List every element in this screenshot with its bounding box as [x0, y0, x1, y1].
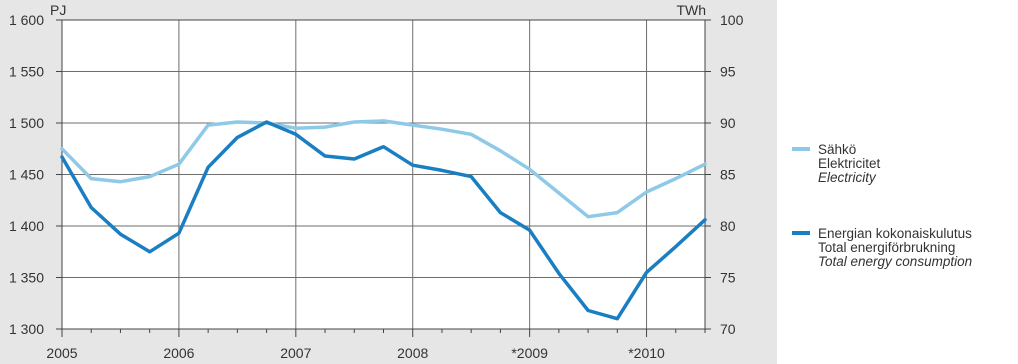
left-tick-label: 1 450 [9, 167, 44, 183]
left-tick-label: 1 300 [9, 321, 44, 337]
right-tick-label: 85 [720, 167, 736, 183]
plot-frame [61, 19, 706, 330]
left-tick-label: 1 400 [9, 218, 44, 234]
right-axis-unit: TWh [676, 2, 706, 18]
x-tick-label: 2006 [163, 345, 194, 361]
right-tick-label: 90 [720, 115, 736, 131]
legend-label-en: Electricity [818, 170, 877, 185]
x-tick-label: 2007 [280, 345, 311, 361]
x-tick-label: *2010 [628, 345, 665, 361]
left-tick-label: 1 550 [9, 64, 44, 80]
right-tick-label: 70 [720, 321, 736, 337]
axes [56, 19, 711, 337]
series-line-total-energy [60, 120, 707, 321]
legend-label-fi: Energian kokonaiskulutus [818, 226, 972, 241]
right-tick-label: 80 [720, 218, 736, 234]
series-line-electricity [60, 119, 707, 219]
legend-label-fi: Sähkö [818, 142, 856, 157]
legend-label-sv: Elektricitet [818, 156, 881, 171]
right-tick-label: 100 [720, 12, 744, 28]
x-tick-label: 2008 [397, 345, 428, 361]
left-tick-label: 1 500 [9, 115, 44, 131]
right-tick-label: 75 [720, 270, 736, 286]
series-lines [60, 119, 707, 321]
x-tick-label: *2009 [511, 345, 548, 361]
axis-labels: 1 300 1 350 1 400 1 450 1 500 1 550 1 600 70 75 8… [9, 2, 744, 361]
left-tick-label: 1 350 [9, 270, 44, 286]
x-tick-label: 2005 [46, 345, 77, 361]
legend-label-sv: Total energiförbrukning [818, 240, 955, 255]
left-axis-unit: PJ [50, 2, 66, 18]
left-tick-label: 1 600 [9, 12, 44, 28]
right-tick-label: 95 [720, 64, 736, 80]
legend-label-en: Total energy consumption [818, 254, 972, 269]
